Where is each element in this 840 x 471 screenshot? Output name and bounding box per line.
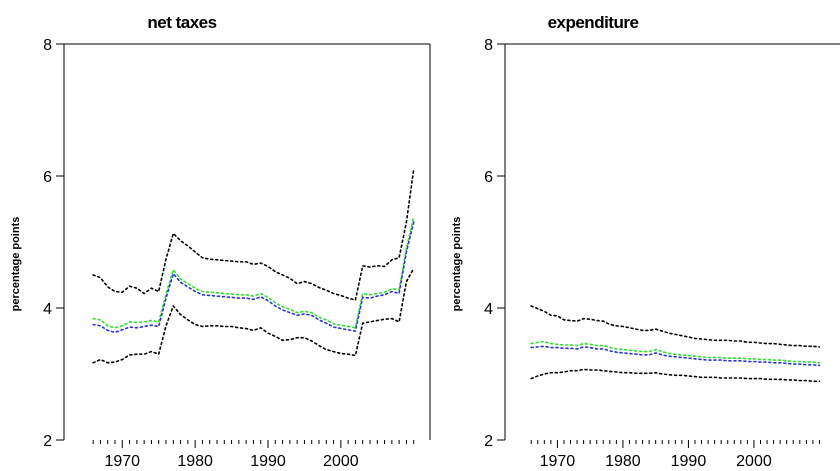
y-tick-label: 8 [43, 37, 52, 54]
x-tick-label: 1990 [250, 453, 286, 470]
series-line-0 [92, 168, 415, 302]
series-line-3 [92, 267, 415, 364]
y-axis-label: percentage points [10, 217, 22, 312]
y-tick-label: 2 [484, 433, 493, 450]
x-tick-label: 1980 [605, 453, 641, 470]
y-tick-label: 2 [43, 433, 52, 450]
x-tick-label: 2000 [323, 453, 359, 470]
chart-title: net taxes [147, 13, 216, 32]
y-tick-label: 4 [43, 301, 52, 318]
series-line-3 [530, 368, 821, 383]
y-tick-label: 6 [484, 169, 493, 186]
series-line-2 [530, 345, 821, 367]
y-tick-label: 4 [484, 301, 493, 318]
series-line-1 [92, 216, 415, 329]
x-tick-label: 1980 [177, 453, 213, 470]
net-taxes-panel: net taxes percentage points 2 4 6 8 1970 1980… [10, 13, 431, 470]
y-axis-label: percentage points [451, 217, 463, 312]
expenditure-panel: expenditure percentage points 2 4 6 8 1970 19… [451, 13, 840, 470]
x-tick-label: 1970 [104, 453, 140, 470]
series-line-1 [530, 340, 821, 364]
x-tick-label: 1990 [671, 453, 707, 470]
chart-title: expenditure [548, 13, 639, 32]
series-line-0 [530, 305, 821, 348]
x-tick-label: 1970 [540, 453, 576, 470]
y-tick-label: 8 [484, 37, 493, 54]
x-tick-label: 2000 [736, 453, 772, 470]
y-tick-label: 6 [43, 169, 52, 186]
series-line-2 [92, 221, 415, 334]
